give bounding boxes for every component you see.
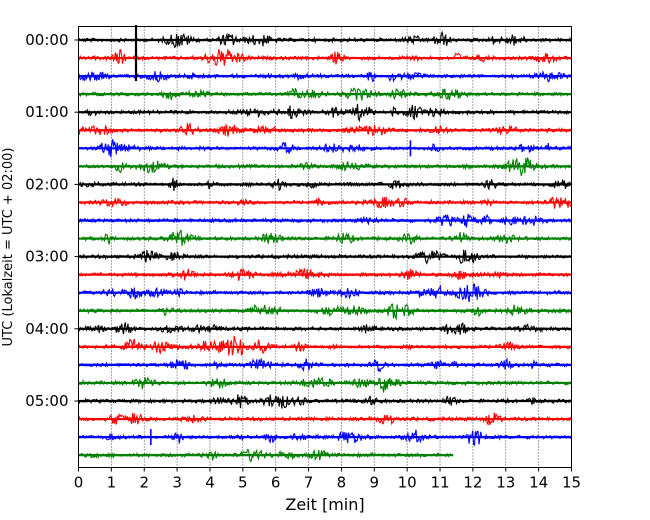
y-tick-label: 00:00 [25, 31, 68, 49]
x-tick-label: 9 [370, 474, 380, 492]
x-tick-label: 1 [107, 474, 117, 492]
x-tick-label: 4 [205, 474, 215, 492]
x-tick-label: 8 [337, 474, 347, 492]
y-tick-label: 01:00 [25, 103, 68, 121]
x-axis: 0 1 2 3 4 5 6 7 8 9 10 11 12 13 14 15 [74, 467, 581, 492]
y-tick-label: 02:00 [25, 175, 68, 193]
y-tick-label: 05:00 [25, 392, 68, 410]
x-tick-label: 14 [529, 474, 548, 492]
x-tick-label: 7 [304, 474, 314, 492]
x-tick-label: 10 [398, 474, 417, 492]
x-tick-label: 6 [271, 474, 281, 492]
y-axis: 00:00 01:00 02:00 03:00 04:00 05:00 [25, 31, 79, 410]
y-axis-label: UTC (Lokalzeit = UTC + 02:00) [1, 148, 16, 347]
x-tick-label: 11 [430, 474, 449, 492]
x-tick-label: 13 [496, 474, 515, 492]
x-tick-label: 3 [172, 474, 182, 492]
x-tick-label: 12 [463, 474, 482, 492]
plot-frame [78, 26, 572, 468]
x-tick-label: 0 [74, 474, 84, 492]
x-tick-label: 15 [562, 474, 581, 492]
y-tick-label: 04:00 [25, 320, 68, 338]
trace-layer [77, 25, 572, 463]
seismic-trace [78, 376, 572, 393]
x-axis-label: Zeit [min] [285, 495, 364, 514]
x-tick-label: 5 [238, 474, 248, 492]
y-tick-label: 03:00 [25, 248, 68, 266]
x-tick-label: 2 [139, 474, 149, 492]
